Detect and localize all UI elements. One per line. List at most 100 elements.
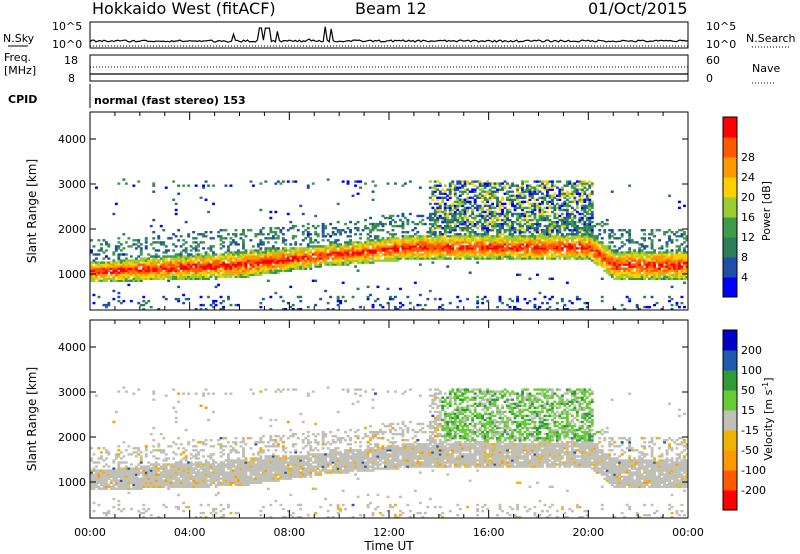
power-cell	[555, 198, 559, 201]
power-cell	[276, 249, 280, 252]
power-cell	[523, 190, 527, 193]
power-cell	[506, 182, 509, 185]
power-cell	[376, 224, 380, 228]
power-cell	[503, 218, 507, 222]
power-cell	[458, 227, 462, 230]
power-cell	[588, 233, 592, 236]
power-cell	[284, 239, 288, 242]
power-cell	[289, 255, 293, 258]
power-cell	[294, 235, 298, 238]
power-cell	[276, 269, 280, 272]
power-cell	[451, 212, 455, 216]
power-cell	[565, 212, 569, 216]
power-cell	[304, 261, 308, 264]
power-cell	[538, 291, 542, 295]
power-cell	[478, 204, 482, 208]
power-cell	[563, 220, 567, 224]
power-cell	[229, 273, 233, 276]
power-cell	[585, 231, 589, 234]
power-cell	[266, 269, 270, 272]
power-cell	[154, 253, 158, 256]
power-cell	[164, 186, 168, 189]
power-cell	[261, 269, 265, 272]
power-cell	[448, 208, 452, 212]
power-cell	[391, 224, 395, 228]
power-cell	[548, 206, 552, 210]
power-cell	[142, 303, 146, 307]
power-cell	[261, 227, 265, 230]
power-cell	[274, 237, 278, 240]
power-cell	[458, 190, 462, 193]
power-cell	[585, 229, 589, 232]
power-cell	[403, 247, 407, 250]
power-cell	[466, 192, 470, 195]
power-cell	[227, 249, 230, 252]
power-cell	[608, 235, 612, 238]
power-cell	[580, 188, 584, 191]
power-cell	[551, 186, 554, 189]
power-cell	[620, 261, 624, 264]
power-cell	[284, 243, 288, 246]
power-cell	[301, 253, 305, 256]
power-cell	[516, 295, 519, 299]
power-cell	[249, 267, 253, 270]
power-cell	[541, 200, 544, 204]
power-cell	[481, 251, 485, 254]
power-cell	[142, 308, 146, 311]
power-cell	[565, 257, 569, 260]
power-cell	[214, 267, 218, 270]
nsky-panel: N.Sky 10^5 10^0 10^5 10^0 N.Search	[3, 20, 796, 51]
power-cell	[162, 277, 166, 280]
power-cell	[344, 241, 347, 244]
power-cell	[134, 259, 138, 262]
power-cell	[526, 224, 529, 228]
power-cell	[289, 305, 293, 309]
velocity-cell	[122, 507, 126, 511]
power-cell	[585, 198, 589, 201]
power-cell	[623, 255, 627, 258]
power-cell	[538, 208, 542, 212]
power-cell	[252, 271, 255, 274]
power-cell	[441, 257, 445, 260]
power-cell	[466, 235, 470, 238]
power-cell	[588, 198, 592, 201]
power-cell	[683, 255, 686, 258]
power-cell	[548, 200, 552, 204]
power-cell	[541, 253, 544, 256]
power-cell	[433, 220, 437, 224]
power-cell	[553, 227, 557, 230]
power-cell	[122, 277, 126, 280]
power-cell	[371, 257, 375, 260]
power-cell	[668, 295, 671, 299]
power-cell	[580, 239, 584, 242]
power-cell	[259, 247, 263, 250]
power-cell	[227, 271, 230, 274]
power-colorbar-tick: 8	[741, 251, 748, 264]
power-cell	[289, 263, 293, 266]
power-cell	[411, 220, 415, 224]
power-cell	[169, 263, 173, 266]
power-cell	[546, 192, 549, 195]
power-cell	[486, 233, 490, 236]
power-cell	[443, 184, 447, 187]
power-cell	[433, 247, 437, 250]
power-cell	[117, 291, 121, 295]
power-cell	[369, 253, 372, 256]
power-cell	[513, 308, 517, 311]
power-cell	[513, 184, 517, 187]
power-cell	[117, 267, 121, 270]
power-cell	[615, 257, 619, 260]
power-cell	[548, 243, 552, 246]
power-cell	[461, 218, 465, 222]
power-cell	[239, 263, 243, 266]
cpid-label: CPID	[8, 93, 37, 106]
power-cell	[518, 247, 522, 250]
power-cell	[114, 273, 118, 276]
power-cell	[481, 233, 485, 236]
power-cell	[207, 267, 210, 270]
power-cell	[660, 253, 664, 256]
power-cell	[610, 263, 614, 266]
power-cell	[675, 271, 679, 274]
power-cell	[194, 237, 198, 240]
power-cell	[192, 231, 196, 234]
